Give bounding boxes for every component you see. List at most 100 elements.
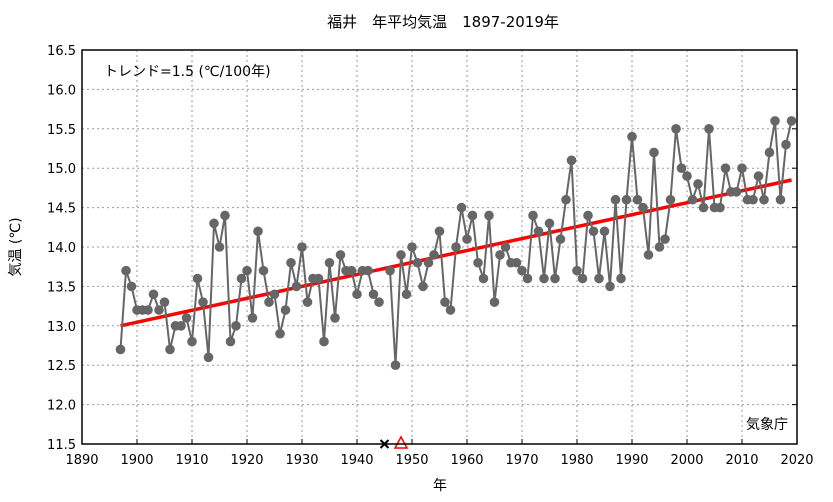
data-point [242, 265, 252, 276]
x-tick-label: 1900 [120, 453, 153, 468]
y-tick-label: 15.0 [47, 162, 76, 177]
data-point [638, 202, 648, 213]
data-point [148, 289, 159, 300]
data-point [198, 297, 208, 307]
data-point [467, 210, 478, 221]
data-point [121, 265, 131, 276]
data-point [423, 257, 434, 268]
x-tick-label: 1970 [505, 453, 538, 468]
data-point [533, 226, 544, 237]
data-point [297, 242, 307, 252]
data-point [473, 257, 483, 268]
data-point [286, 257, 296, 268]
data-point [550, 273, 560, 284]
x-tick-label: 2010 [725, 453, 758, 468]
y-tick-label: 11.5 [47, 438, 76, 453]
data-point [643, 250, 654, 260]
x-tick-label: 1950 [395, 453, 428, 468]
data-point [280, 305, 291, 315]
x-tick-label: 1920 [230, 453, 263, 468]
data-point [203, 352, 214, 363]
data-point [220, 210, 230, 221]
data-point [330, 313, 340, 323]
data-point [412, 257, 423, 268]
data-point [764, 147, 775, 158]
data-point [346, 265, 357, 276]
data-point [511, 257, 522, 268]
x-tick-label: 1910 [175, 453, 208, 468]
data-point [456, 202, 467, 213]
source-label: 気象庁 [746, 417, 788, 433]
data-point [324, 257, 335, 268]
data-point [599, 226, 610, 237]
data-point [209, 218, 219, 229]
data-point [418, 281, 428, 292]
data-point [687, 194, 698, 205]
data-point [143, 305, 153, 315]
data-point [159, 297, 170, 307]
x-tick-label: 2020 [780, 453, 813, 468]
data-point [693, 179, 703, 189]
y-axis-label: 気温 (℃) [8, 217, 24, 276]
data-point [665, 194, 676, 205]
y-tick-label: 12.0 [47, 399, 76, 414]
data-point [192, 273, 203, 284]
data-point [715, 202, 725, 213]
data-point [434, 226, 445, 237]
data-point [335, 250, 346, 260]
y-tick-label: 13.5 [47, 280, 76, 295]
data-point [676, 163, 687, 173]
data-point [698, 202, 709, 213]
data-point [759, 194, 769, 205]
chart-title: 福井 年平均気温 1897-2019年 [327, 13, 559, 31]
data-point [181, 313, 192, 323]
x-tick-label: 1930 [285, 453, 318, 468]
data-point [445, 305, 456, 315]
data-point [396, 250, 406, 260]
data-point [539, 273, 549, 284]
data-point [126, 281, 137, 292]
data-point [489, 297, 500, 307]
data-point [522, 273, 533, 284]
data-point [225, 336, 236, 347]
data-point [555, 234, 566, 244]
data-point [264, 297, 274, 307]
data-point [660, 234, 670, 244]
y-tick-label: 16.5 [47, 44, 76, 59]
site-change-marker [393, 435, 409, 449]
plot-frame [81, 49, 798, 445]
data-point [478, 273, 489, 284]
data-point [588, 226, 599, 237]
trend-label: トレンド=1.5 (℃/100年) [104, 64, 271, 80]
data-point [269, 289, 280, 300]
data-point [753, 171, 764, 181]
data-point [621, 194, 632, 205]
data-point [275, 328, 285, 339]
data-point [704, 124, 714, 134]
data-point [577, 273, 588, 284]
data-point [594, 273, 604, 284]
data-point [313, 273, 324, 284]
data-point [214, 242, 225, 252]
data-point [115, 344, 126, 355]
data-point [247, 313, 258, 323]
data-point [176, 321, 186, 331]
data-point [572, 265, 582, 276]
data-point [374, 297, 384, 307]
data-point [632, 194, 643, 205]
x-tick-label: 2000 [670, 453, 703, 468]
data-point [748, 194, 758, 205]
data-point [627, 131, 637, 142]
data-point [429, 250, 439, 260]
y-tick-label: 16.0 [47, 83, 76, 98]
data-point [319, 336, 329, 347]
data-point [484, 210, 494, 221]
data-point [561, 194, 571, 205]
data-point [302, 297, 313, 307]
data-point [440, 297, 450, 307]
data-point [363, 265, 373, 276]
series-line [119, 215, 380, 358]
x-tick-label: 1940 [340, 453, 373, 468]
data-point [720, 163, 731, 173]
